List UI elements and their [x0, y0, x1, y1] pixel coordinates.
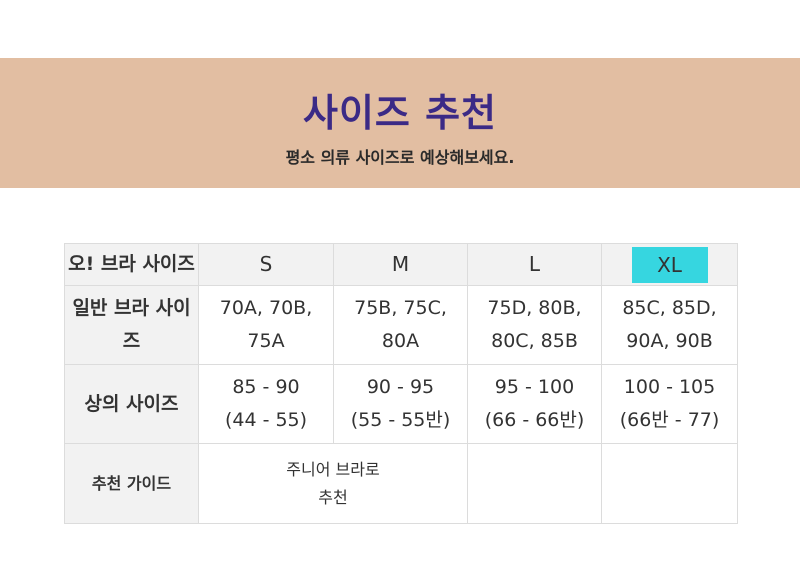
cell-line: 90A, 90B [626, 330, 713, 352]
cell-line: 80C, 85B [491, 330, 578, 352]
table-row-oh-bra-size: 오! 브라 사이즈 S M L XL [64, 243, 738, 286]
size-cell-xl: XL [601, 243, 738, 286]
size-cell-m: M [333, 243, 468, 286]
top-cell-m: 90 - 95 (55 - 55반) [333, 364, 468, 444]
cell-line: 주니어 브라로 [286, 459, 380, 479]
normal-bra-cell-l: 75D, 80B, 80C, 85B [467, 285, 602, 365]
cell-line: 75B, 75C, [354, 297, 447, 319]
top-cell-s: 85 - 90 (44 - 55) [198, 364, 334, 444]
cell-line: 80A [381, 330, 420, 352]
row-header-normal-bra: 일반 브라 사이즈 [64, 285, 199, 365]
guide-cell-empty [467, 443, 602, 524]
table-row-normal-bra-size: 일반 브라 사이즈 70A, 70B, 75A 75B, 75C, 80A 75D,… [64, 285, 738, 365]
size-cell-s: S [198, 243, 334, 286]
xl-highlight-badge: XL [631, 246, 708, 283]
row-header-oh-bra: 오! 브라 사이즈 [64, 243, 199, 286]
cell-line: 100 - 105 [623, 376, 716, 398]
cell-line: 85C, 85D, [622, 297, 717, 319]
size-banner: 사이즈 추천 평소 의류 사이즈로 예상해보세요. [0, 58, 800, 188]
cell-line: 추천 [318, 487, 348, 507]
row-header-top: 상의 사이즈 [64, 364, 199, 444]
size-cell-l: L [467, 243, 602, 286]
guide-cell-empty [601, 443, 738, 524]
normal-bra-cell-xl: 85C, 85D, 90A, 90B [601, 285, 738, 365]
normal-bra-cell-m: 75B, 75C, 80A [333, 285, 468, 365]
cell-line: 85 - 90 [232, 376, 300, 398]
normal-bra-cell-s: 70A, 70B, 75A [198, 285, 334, 365]
size-recommendation-table: 오! 브라 사이즈 S M L XL 일반 브라 사이즈 70A, 70B, 75… [64, 243, 738, 524]
banner-title: 사이즈 추천 [302, 91, 498, 135]
cell-line: (66 - 66반) [484, 409, 585, 431]
cell-line: 70A, 70B, [219, 297, 313, 319]
cell-line: 95 - 100 [494, 376, 575, 398]
top-cell-l: 95 - 100 (66 - 66반) [467, 364, 602, 444]
row-header-guide: 추천 가이드 [64, 443, 199, 524]
cell-line: (44 - 55) [224, 409, 308, 431]
top-cell-xl: 100 - 105 (66반 - 77) [601, 364, 738, 444]
cell-line: 90 - 95 [366, 376, 435, 398]
cell-line: 75D, 80B, [487, 297, 582, 319]
table-row-top-size: 상의 사이즈 85 - 90 (44 - 55) 90 - 95 (55 - 55반… [64, 364, 738, 444]
banner-subtitle: 평소 의류 사이즈로 예상해보세요. [285, 148, 515, 167]
cell-line: (55 - 55반) [350, 409, 451, 431]
cell-line: 75A [247, 330, 285, 352]
cell-line: (66반 - 77) [619, 409, 720, 431]
